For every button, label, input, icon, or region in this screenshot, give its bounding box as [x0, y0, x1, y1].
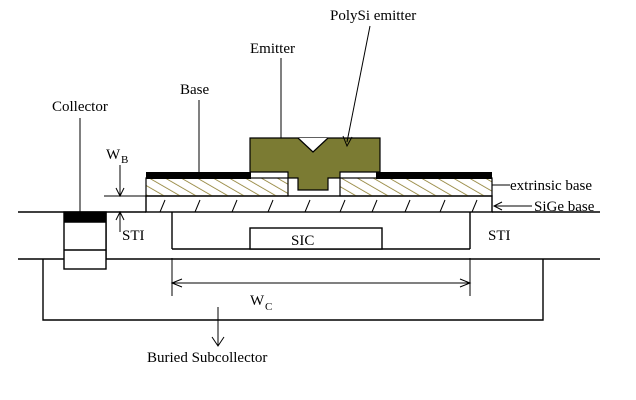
- polysi-emitter-shape: [249, 137, 381, 191]
- extrinsic-base-label: extrinsic base: [510, 178, 592, 194]
- wc-dimension: [170, 258, 472, 296]
- extrinsic-base-left: [145, 177, 289, 197]
- sic-box: [249, 227, 383, 250]
- wc-subscript: C: [265, 301, 272, 313]
- extrinsic-base-right: [339, 177, 493, 197]
- sige-base-layer: [145, 195, 493, 213]
- emitter-label: Emitter: [250, 41, 295, 57]
- base-contact-right: [376, 172, 492, 179]
- leader-lines: [79, 25, 532, 212]
- collector-reach-through: [63, 211, 107, 270]
- polysi-emitter-label: PolySi emitter: [330, 8, 416, 24]
- buried-subcollector-label: Buried Subcollector: [147, 350, 267, 366]
- wb-dimension: [104, 165, 146, 232]
- collector-label: Collector: [52, 99, 108, 115]
- emitter-notch: [297, 137, 329, 153]
- buried-subcollector-outline: [42, 259, 544, 321]
- sic-label: SIC: [291, 233, 314, 249]
- base-contact-left: [146, 172, 251, 179]
- base-label: Base: [180, 82, 210, 98]
- wb-label: W: [106, 147, 121, 163]
- wb-subscript: B: [121, 154, 128, 166]
- sti-left-label: STI: [122, 228, 145, 244]
- sige-base-label: SiGe base: [534, 199, 595, 215]
- buried-subcollector-arrow: [211, 307, 225, 347]
- wc-label: W: [250, 293, 265, 309]
- sti-right-label: STI: [488, 228, 511, 244]
